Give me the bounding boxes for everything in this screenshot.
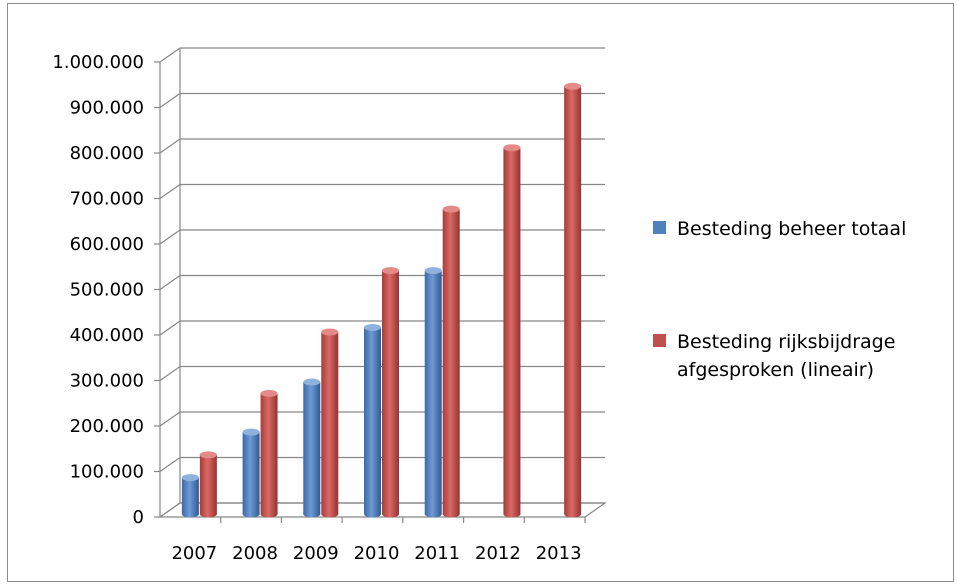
legend-item: Besteding rijksbijdrage afgesproken (line…: [653, 331, 895, 381]
legend-item: Besteding beheer totaal: [653, 218, 906, 240]
x-tick-label: 2011: [414, 543, 460, 564]
bar-base: [364, 510, 381, 518]
bar-top: [260, 389, 278, 397]
y-tick-label: 500.000: [70, 280, 144, 301]
gridline-side: [159, 47, 181, 63]
chart-frame: [7, 3, 954, 582]
bar-base: [181, 510, 199, 518]
legend-label: Besteding rijksbijdrage: [677, 331, 895, 353]
x-tick-label: 2012: [475, 543, 521, 564]
y-tick-label: 1.000.000: [52, 52, 144, 73]
bar-base: [442, 510, 460, 518]
bar: [382, 267, 399, 518]
bar: [321, 328, 339, 518]
bar-base: [564, 510, 582, 518]
legend-swatch: [653, 334, 666, 347]
y-tick-label: 900.000: [70, 98, 144, 119]
legend-label: Besteding beheer totaal: [677, 218, 906, 240]
bar-body: [181, 477, 199, 514]
y-tick-label: 200.000: [70, 416, 144, 437]
bar-body: [382, 270, 399, 514]
x-tick-label: 2007: [171, 543, 217, 564]
y-tick-label: 800.000: [70, 143, 144, 164]
bar-top: [382, 267, 399, 275]
y-tick-label: 300.000: [70, 371, 144, 392]
legend: Besteding beheer totaal Besteding rijksbi…: [653, 218, 906, 381]
bars: [181, 82, 582, 518]
y-tick-label: 0: [133, 507, 144, 528]
gridline-side: [159, 411, 181, 427]
bar-body: [424, 270, 442, 514]
x-tick-label: 2008: [232, 543, 278, 564]
gridline-side: [159, 457, 181, 472]
bar-body: [303, 382, 321, 514]
gridline-side: [159, 229, 181, 245]
bar: [181, 474, 199, 518]
bar-body: [260, 393, 278, 514]
bar-top: [364, 323, 381, 331]
x-tick-label: 2010: [354, 543, 400, 564]
bar-body: [442, 209, 460, 514]
bar: [424, 267, 442, 518]
gridline-side: [159, 184, 181, 199]
bar-top: [199, 451, 217, 459]
bar: [199, 451, 217, 518]
gridline-side: [159, 320, 181, 336]
gridline-side: [159, 138, 181, 154]
bar-body: [503, 147, 521, 514]
bar: [364, 323, 381, 518]
bar-base: [424, 510, 442, 518]
y-tick-label: 700.000: [70, 189, 144, 210]
bar: [564, 82, 582, 518]
gridline-side: [159, 366, 181, 381]
bar-top: [181, 474, 199, 482]
axes: [154, 61, 607, 523]
bar-top: [242, 428, 260, 436]
bar: [260, 389, 278, 518]
bar-top: [503, 144, 521, 152]
y-tick-label: 400.000: [70, 325, 144, 346]
y-tick-label: 100.000: [70, 462, 144, 483]
x-tick-label: 2013: [536, 543, 582, 564]
bar-body: [199, 454, 217, 514]
bar-top: [303, 378, 321, 386]
bar-base: [260, 510, 278, 518]
bar: [503, 144, 521, 518]
x-tick-label: 2009: [293, 543, 339, 564]
x-axis-floor: [158, 502, 607, 518]
y-tick-label: 600.000: [70, 234, 144, 255]
bar-body: [564, 86, 582, 515]
tick-labels: 0 100.000 200.000 300.000 400.000 500.000 600.…: [52, 52, 581, 564]
bar-top: [424, 267, 442, 275]
bar: [442, 205, 460, 518]
bar-top: [442, 205, 460, 213]
bar-base: [242, 510, 260, 518]
legend-label: afgesproken (lineair): [677, 359, 874, 381]
legend-swatch: [653, 221, 666, 234]
bar-base: [321, 510, 339, 518]
bar-top: [564, 82, 582, 90]
bar: [303, 378, 321, 518]
bar-body: [364, 327, 381, 514]
bar-body: [242, 432, 260, 514]
bar-base: [303, 510, 321, 518]
bar: [242, 428, 260, 518]
bar-base: [199, 510, 217, 518]
bar-top: [321, 328, 339, 336]
bar-body: [321, 332, 339, 514]
gridline-side: [159, 93, 181, 108]
bar-base: [382, 510, 399, 518]
bar-base: [503, 510, 521, 518]
gridline-side: [159, 275, 181, 290]
